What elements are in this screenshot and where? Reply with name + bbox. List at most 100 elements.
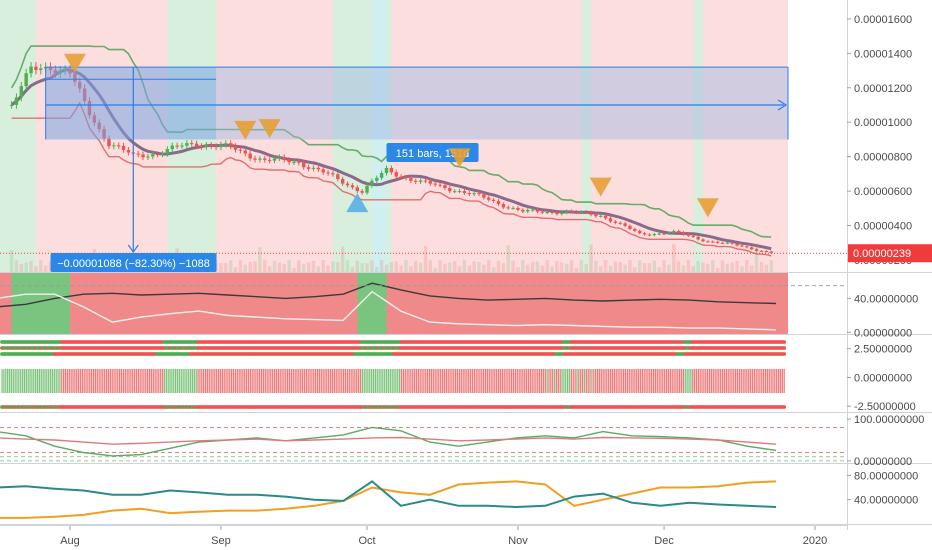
histogram-bar [658, 369, 660, 393]
candle-body [701, 239, 705, 242]
candle-body [423, 180, 428, 182]
indicator-1-bear-fill [0, 273, 788, 334]
histogram-bar [122, 369, 125, 393]
candle-body [34, 66, 38, 70]
buy-signal-marker[interactable] [346, 193, 369, 213]
histogram-bar [735, 369, 737, 393]
histogram-bar [305, 369, 307, 393]
histogram-bar [596, 369, 599, 393]
histogram-bar [497, 369, 500, 393]
volume-bar [569, 260, 574, 272]
price-panel[interactable]: 151 bars, 151d−0.00001088 (−82.30%) −108… [0, 45, 847, 272]
histogram-bar [496, 369, 498, 393]
candle-body [292, 161, 296, 163]
indicator-panel-4[interactable] [0, 480, 777, 519]
histogram-bar [565, 369, 567, 393]
histogram-bar [206, 369, 209, 393]
candle-body [530, 209, 535, 211]
indicator-1-bull-fill [11, 273, 71, 334]
histogram-bar [613, 369, 615, 393]
volume-bar [662, 260, 666, 272]
change-tooltip-bg [50, 253, 217, 272]
histogram-bar [718, 369, 720, 393]
candle-body [594, 214, 598, 217]
candle-body [48, 66, 53, 71]
histogram-bar [156, 369, 158, 393]
candle-body [258, 158, 262, 160]
candle-body [438, 184, 442, 186]
histogram-bar [471, 369, 474, 393]
histogram-bar [251, 369, 253, 393]
histogram-bar [548, 369, 550, 393]
histogram-bar [503, 369, 505, 393]
volume-bar [399, 265, 403, 272]
histogram-bar [139, 369, 141, 393]
sell-signal-marker[interactable] [63, 53, 86, 73]
candle-body [409, 178, 413, 181]
candle-body [146, 156, 150, 158]
histogram-bar [315, 369, 317, 393]
histogram-bar [647, 369, 649, 393]
histogram-bar [770, 369, 772, 393]
histogram-bar [473, 369, 475, 393]
candle-body [638, 230, 642, 234]
histogram-bar [384, 369, 386, 393]
histogram-bar [105, 369, 108, 393]
candle-body [452, 191, 457, 193]
sell-signal-marker[interactable] [696, 198, 719, 218]
candle-body [112, 145, 116, 147]
volume-bar [501, 263, 506, 272]
histogram-bar [160, 369, 162, 393]
histogram-bar [188, 369, 190, 393]
histogram-bar [679, 369, 681, 393]
histogram-bar [440, 369, 442, 393]
candle-body [720, 242, 725, 244]
indicator-panel-3[interactable] [0, 426, 847, 462]
volume-bar [711, 260, 715, 272]
histogram-bar [244, 369, 246, 393]
histogram-bar [367, 369, 369, 393]
sell-signal-marker[interactable] [589, 177, 612, 197]
histogram-bar [682, 369, 685, 393]
histogram-bar [397, 369, 399, 393]
signal-dot [782, 405, 787, 409]
volume-bar [496, 260, 501, 272]
histogram-bar [212, 369, 214, 393]
histogram-bar [70, 369, 72, 393]
time-axis[interactable]: Aug Sep Oct Nov Dec 2020 [0, 525, 847, 548]
histogram-bar [490, 369, 492, 393]
sell-signal-marker[interactable] [258, 119, 281, 139]
sell-signal-marker[interactable] [234, 120, 257, 140]
histogram-bar [763, 369, 765, 393]
last-price-badge[interactable] [848, 244, 932, 263]
volume-bar [603, 260, 608, 272]
histogram-bar [163, 369, 166, 393]
volume-bar [599, 266, 603, 272]
histogram-bar [621, 369, 623, 393]
histogram-bar [755, 369, 757, 393]
histogram-bar [733, 369, 735, 393]
sell-signal-marker[interactable] [448, 148, 471, 168]
histogram-bar [430, 369, 433, 393]
histogram-bar [300, 369, 302, 393]
histogram-bar [417, 369, 419, 393]
volume-bar [379, 260, 384, 272]
volume-bar [472, 261, 476, 272]
price-axis-label: 0.00000400 [854, 221, 912, 233]
candle-body [496, 201, 501, 205]
time-axis-label: Nov [508, 535, 528, 547]
histogram-bar [148, 369, 151, 393]
volume-bar [321, 260, 325, 272]
histogram-bar [143, 369, 145, 393]
indicator-panel-1[interactable] [0, 273, 847, 334]
histogram-bar [408, 369, 410, 393]
candle-body [326, 172, 330, 174]
histogram-bar [253, 369, 255, 393]
price-axis[interactable]: 0.00001600 0.00001400 0.00001200 0.00001000… [0, 0, 932, 530]
indicator-panel-2[interactable] [0, 340, 787, 409]
histogram-bar [5, 369, 7, 393]
histogram-bar [542, 369, 545, 393]
histogram-bar [335, 369, 337, 393]
